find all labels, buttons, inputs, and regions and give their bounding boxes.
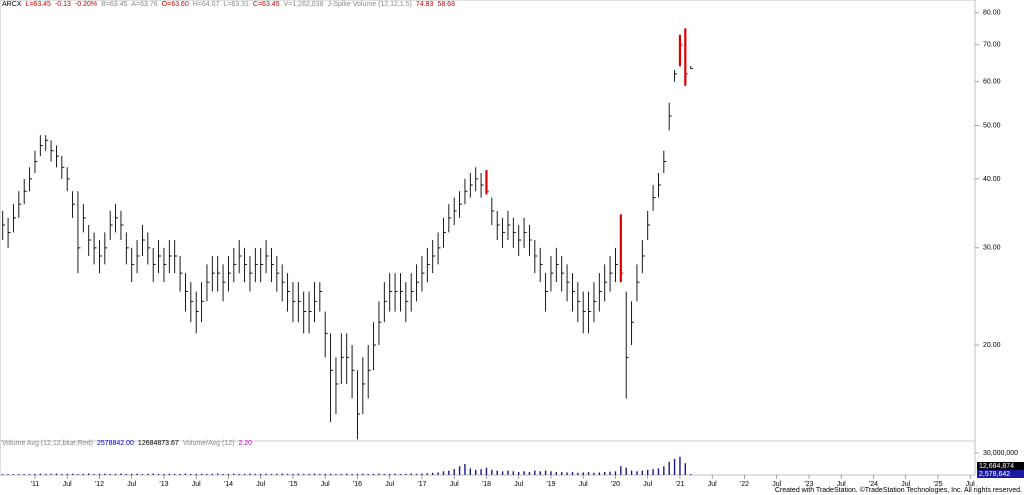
x-tick-label: '18 [482,481,491,488]
x-tick-label: Jul [450,481,459,488]
x-tick-label: '22 [740,481,749,488]
x-tick-label: Jul [708,481,717,488]
volume-label-box [977,470,1024,478]
header-item: ARCX [2,1,22,8]
x-tick-label: '21 [675,481,684,488]
header-item: J-Spike Volume (12,12,1.5) [327,1,412,8]
x-tick-label: Jul [385,481,394,488]
volume-header: Volume Avg (12,12,blue,Red) 2578842.00 126… [2,440,256,447]
volume-header-item: Volume Avg (12,12,blue,Red) [2,440,93,447]
x-tick-label: '20 [611,481,620,488]
header-item: C=63.45 [252,1,280,8]
x-tick-label: Jul [643,481,652,488]
volume-header-item: 2578842.00 [96,440,134,447]
y-tick-label: 50.00 [983,122,1001,129]
x-tick-label: '19 [546,481,555,488]
header-item: L=63.31 [223,1,249,8]
x-tick-label: Jul [514,481,523,488]
x-tick-label: '12 [95,481,104,488]
x-tick-label: Jul [256,481,265,488]
x-tick-label: Jul [579,481,588,488]
footer: Created with TradeStation. ©TradeStation… [775,486,1022,494]
x-tick-label: '24 [869,481,878,488]
volume-label: 12,684,874 [979,463,1014,470]
volume-label-box [977,462,1024,470]
x-tick-label: Jul [192,481,201,488]
volume-header-item: 2.20 [238,440,253,447]
x-tick-label: '23 [804,481,813,488]
x-tick-label: Jul [772,481,781,488]
x-tick-label: Jul [63,481,72,488]
header-item: 74.83 [415,1,434,8]
x-tick-label: '17 [417,481,426,488]
header-item: V=1,262,038 [283,1,324,8]
y-tick-label: 80.00 [983,10,1001,17]
y-tick-label: 40.00 [983,176,1001,183]
x-tick-label: Jul [127,481,136,488]
header-item: -0.20% [74,1,98,8]
x-tick-label: '25 [933,481,942,488]
x-tick-label: Jul [321,481,330,488]
volume-tick-label: 30,000,000 [983,450,1018,457]
y-tick-label: 60.00 [983,79,1001,86]
y-tick-label: 30.00 [983,245,1001,252]
x-tick-label: '15 [288,481,297,488]
y-tick-label: 70.00 [983,42,1001,49]
x-tick-label: '14 [224,481,233,488]
header-item: 58.68 [437,1,455,8]
symbol-header: ARCX L=63.45 -0.13 -0.20% B=63.45 A=63.76 O=63… [2,1,459,8]
x-tick-label: '11 [31,481,40,488]
x-tick-label: Jul [966,481,975,488]
header-item: A=63.76 [131,1,158,8]
x-tick-label: Jul [837,481,846,488]
volume-header-item: Volume/Avg (12) [182,440,235,447]
header-item: B=63.45 [101,1,128,8]
x-tick-label: '13 [159,481,168,488]
y-tick-label: 20.00 [983,342,1001,349]
header-item: H=64.07 [192,1,220,8]
volume-label: 2,578,642 [979,471,1010,478]
header-item: L=63.45 [25,1,51,8]
x-tick-label: Jul [901,481,910,488]
header-item: -0.13 [54,1,71,8]
header-item: O=63.60 [161,1,189,8]
plot-border [0,0,976,476]
x-tick-label: '16 [353,481,362,488]
volume-header-item: 12684873.67 [137,440,179,447]
